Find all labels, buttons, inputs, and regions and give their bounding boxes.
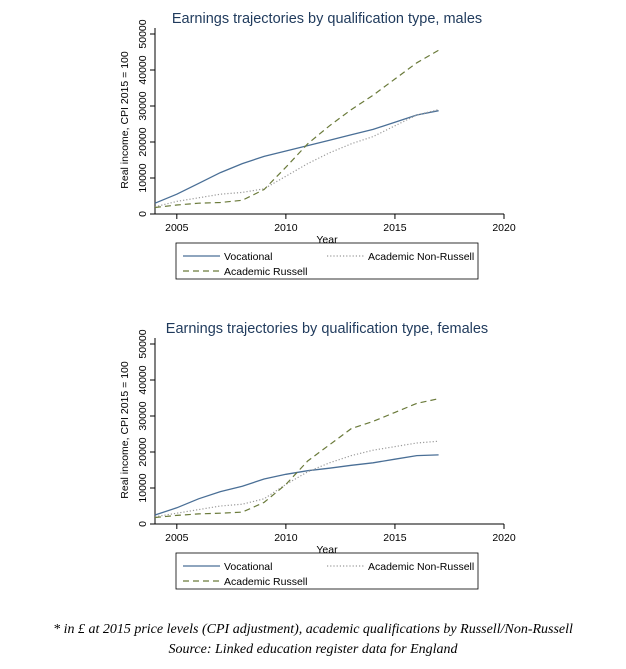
y-tick-label: 50000 — [137, 19, 149, 48]
y-tick-label: 30000 — [137, 91, 149, 120]
legend-box — [175, 552, 479, 590]
x-tick-label: 2015 — [383, 222, 407, 234]
legend-label: Vocational — [224, 561, 272, 573]
y-tick-label: 20000 — [137, 127, 149, 156]
series-line-vocational — [154, 110, 439, 204]
x-tick-label: 2005 — [165, 532, 189, 544]
y-tick-label: 0 — [137, 521, 149, 527]
x-tick-label: 2020 — [492, 532, 516, 544]
series-line-vocational — [154, 454, 439, 516]
y-tick-label: 50000 — [137, 329, 149, 358]
legend-box — [175, 242, 479, 280]
y-tick-label: 10000 — [137, 473, 149, 502]
x-tick-label: 2005 — [165, 222, 189, 234]
legend-label: Academic Non-Russell — [368, 251, 474, 263]
y-tick-label: 40000 — [137, 55, 149, 84]
y-tick-label: 0 — [137, 211, 149, 217]
footnote-source: Source: Linked education register data f… — [168, 642, 458, 657]
legend-label: Academic Non-Russell — [368, 561, 474, 573]
series-line-academic-non-russell — [154, 109, 439, 208]
series-line-academic-non-russell — [154, 440, 439, 518]
legend-label: Academic Russell — [224, 266, 307, 278]
legend-label: Academic Russell — [224, 576, 307, 588]
legend: Vocational Academic Non-Russell Academic R… — [175, 552, 479, 590]
y-axis-title: Real income, CPI 2015 = 100 — [119, 361, 131, 499]
chart-males: Earnings trajectories by qualification t… — [119, 11, 516, 280]
y-tick-label: 10000 — [137, 163, 149, 192]
chart-females: Earnings trajectories by qualification t… — [119, 321, 516, 590]
x-tick-label: 2015 — [383, 532, 407, 544]
y-tick-label: 20000 — [137, 437, 149, 466]
x-tick-label: 2010 — [274, 532, 298, 544]
legend: Vocational Academic Non-Russell Academic R… — [175, 242, 479, 280]
legend-label: Vocational — [224, 251, 272, 263]
x-tick-label: 2020 — [492, 222, 516, 234]
y-tick-label: 40000 — [137, 365, 149, 394]
chart-title: Earnings trajectories by qualification t… — [166, 321, 488, 337]
chart-title: Earnings trajectories by qualification t… — [172, 11, 482, 27]
series-line-academic-russell — [154, 398, 439, 519]
y-axis-title: Real income, CPI 2015 = 100 — [119, 51, 131, 189]
footnote-cpi-note: * in £ at 2015 price levels (CPI adjustm… — [53, 622, 573, 637]
x-tick-label: 2010 — [274, 222, 298, 234]
y-tick-label: 30000 — [137, 401, 149, 430]
